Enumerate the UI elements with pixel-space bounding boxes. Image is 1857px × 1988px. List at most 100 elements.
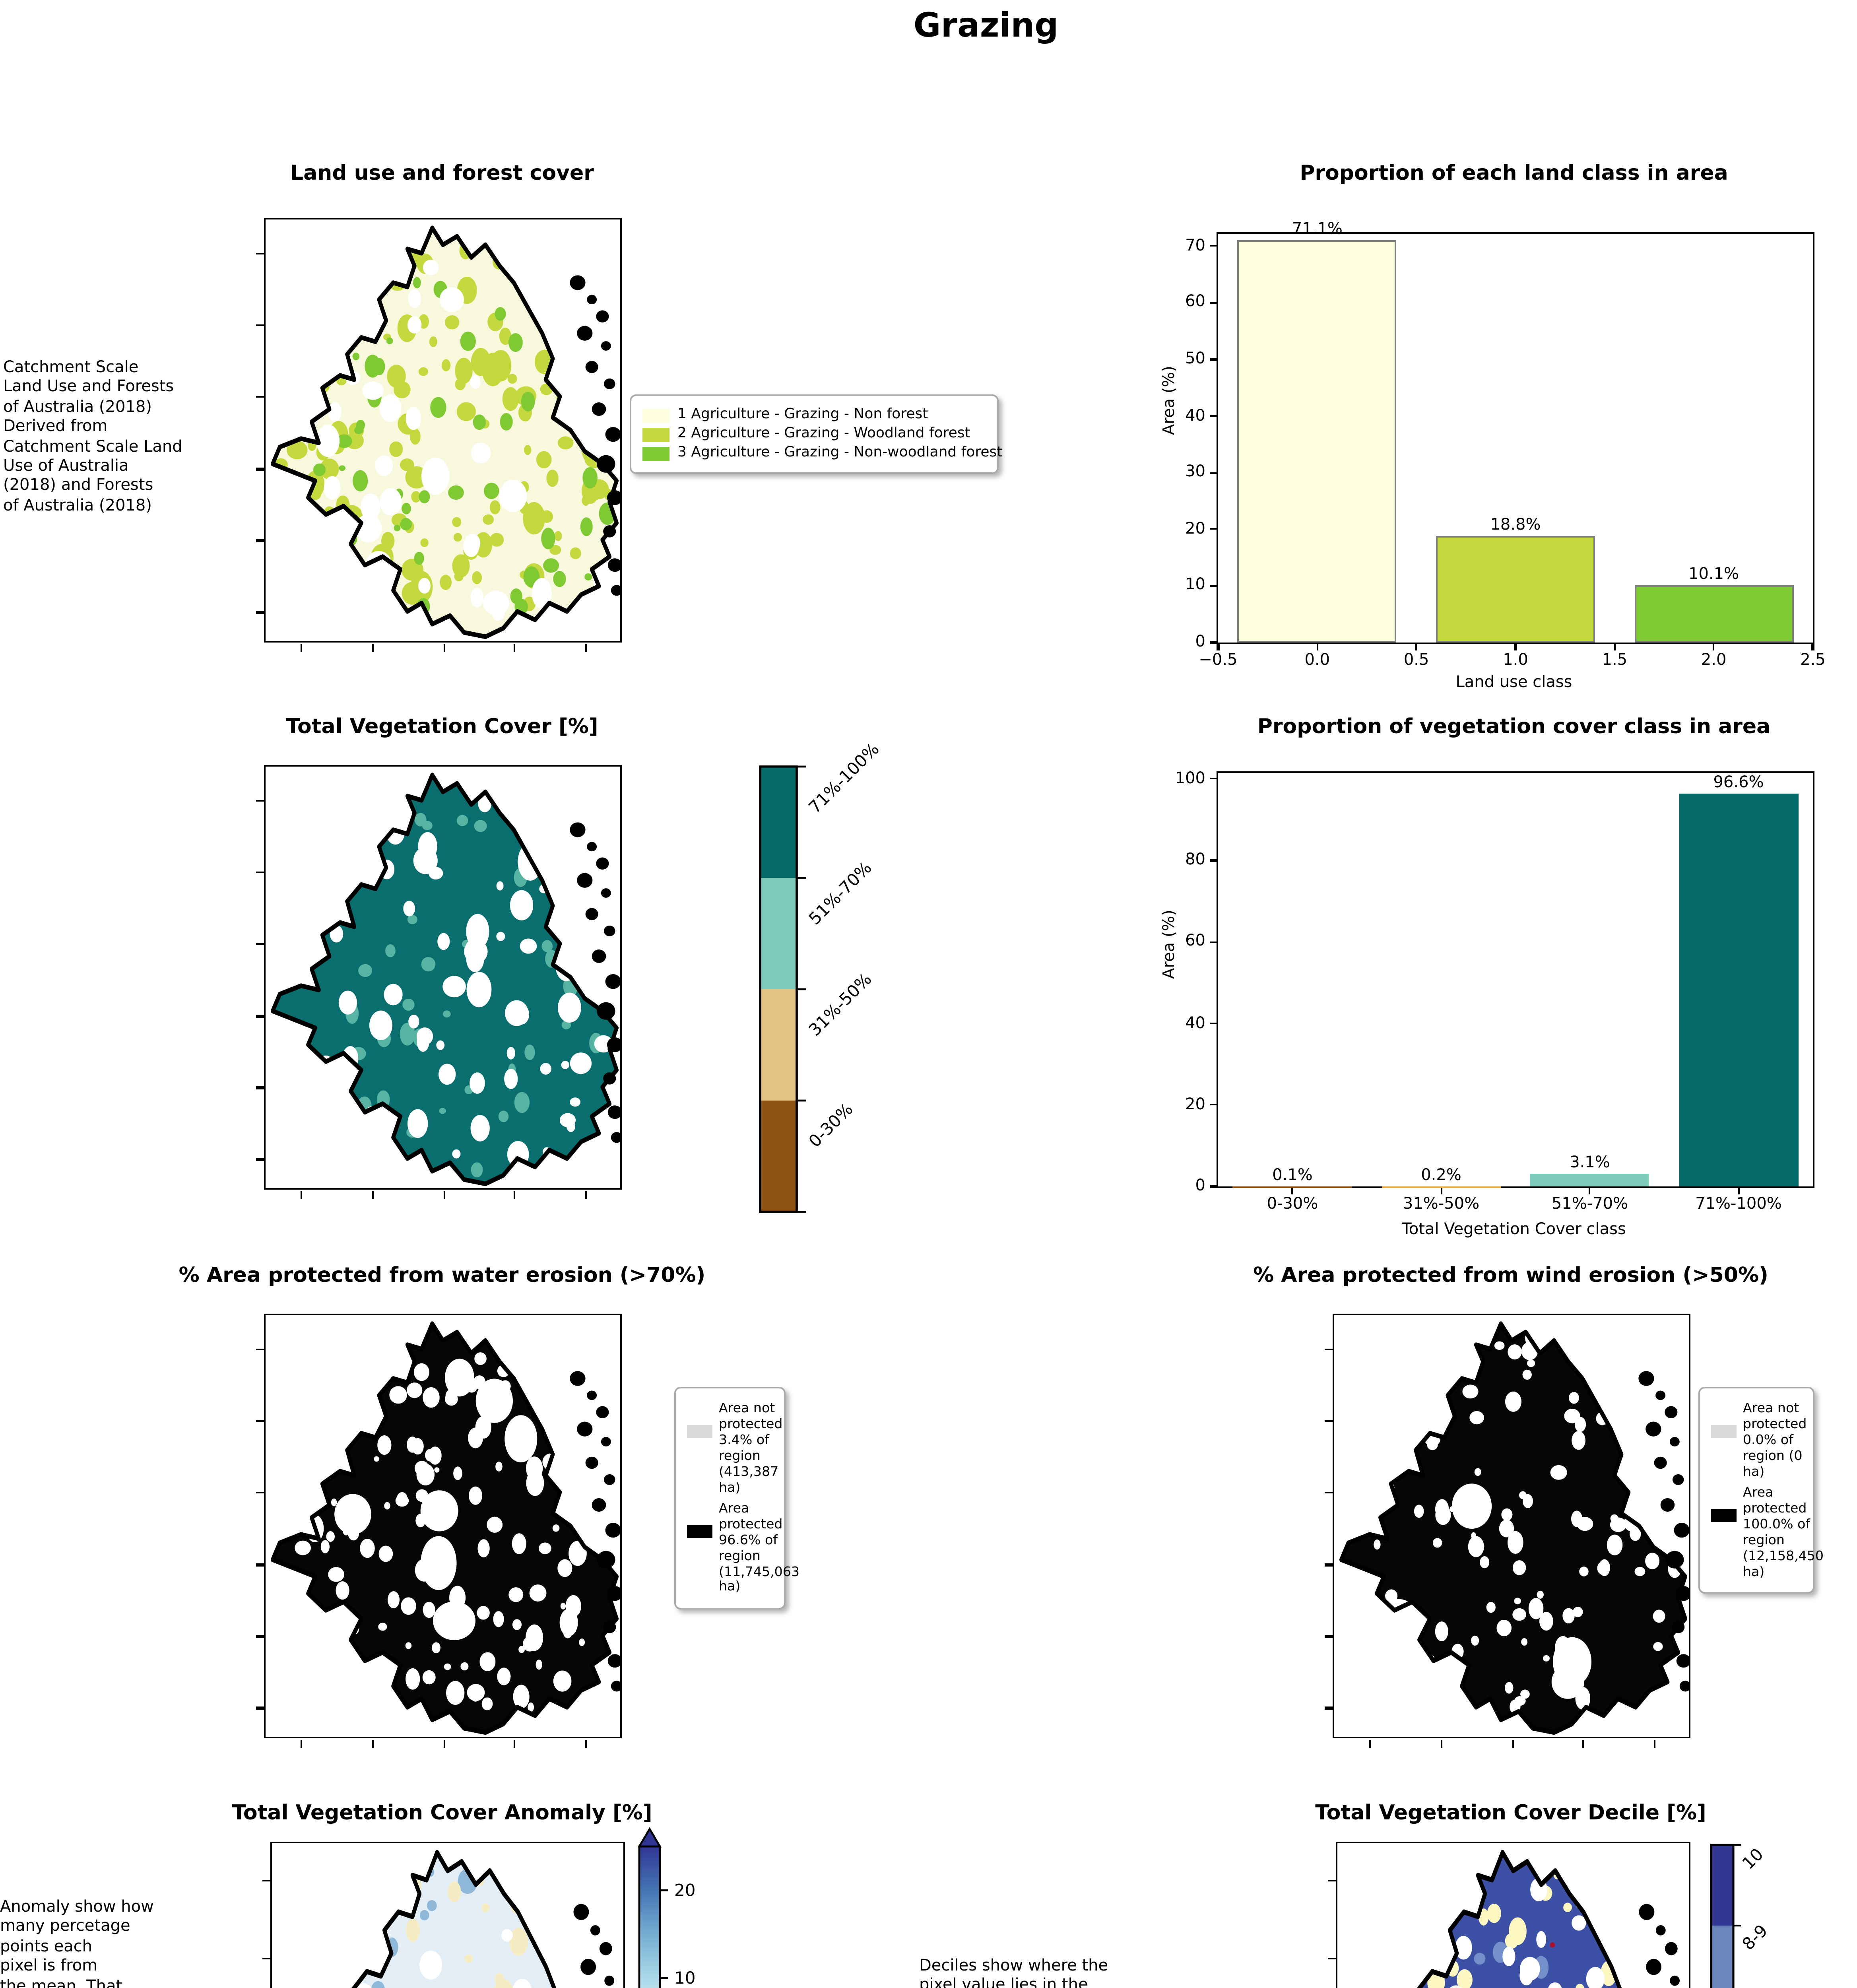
legend-item: 3 Agriculture - Grazing - Non-woodland f… [642, 445, 1002, 461]
legend-swatch [1711, 1509, 1737, 1522]
anomaly-map-raster [279, 1850, 615, 1988]
legend-swatch [687, 1425, 712, 1438]
land-class-chart-ylabel: Area (%) [1161, 366, 1179, 435]
land-use-map-title: Land use and forest cover [290, 162, 594, 186]
y-tick-label: 60 [1185, 294, 1205, 312]
y-tick-label: 60 [1185, 933, 1205, 951]
legend-label: Area protected 96.6% of region (11,745,0… [719, 1499, 799, 1594]
bar-value-label: 0.2% [1421, 1167, 1461, 1184]
decile-map-title: Total Vegetation Cover Decile [%] [1315, 1802, 1706, 1826]
veg-cover-colorbar: 71%-100% 51%-70% 31%-50% 0-30% [757, 739, 948, 1231]
y-tick-label: 10 [1185, 577, 1205, 595]
x-tick-label: 0-30% [1267, 1196, 1318, 1213]
legend-swatch [687, 1524, 712, 1538]
x-tick-label: 31%-50% [1403, 1196, 1480, 1213]
bar-value-label: 10.1% [1688, 566, 1739, 584]
y-tick-label: 40 [1185, 1015, 1205, 1033]
x-tick-label: −0.5 [1199, 652, 1238, 670]
x-tick-label: 0.5 [1403, 652, 1429, 670]
bar [1679, 793, 1798, 1186]
anomaly-colorbar: 20100−10−20 [630, 1826, 741, 1988]
legend-swatch [1711, 1425, 1737, 1438]
colorbar-tick-label: 20 [674, 1880, 695, 1900]
veg-class-bar-chart: 0 20 40 60 80 100 0-30% 31%-50% 51%-70% 71%-100% 0… [1175, 770, 1814, 1213]
legend-item: Area not protected 3.4% of region (413,3… [687, 1400, 783, 1496]
bar-value-label: 3.1% [1570, 1155, 1610, 1173]
veg-cover-map-raster [270, 773, 620, 1186]
anomaly-note: Anomaly show how many percetage points e… [0, 1899, 154, 1988]
legend-label: 2 Agriculture - Grazing - Woodland fores… [677, 426, 970, 442]
x-tick-label: 71%-100% [1695, 1196, 1782, 1213]
land-use-legend: 1 Agriculture - Grazing - Non forest 2 Ag… [630, 394, 1002, 474]
land-use-map [255, 218, 622, 651]
land-class-bar-chart: 0 10 20 30 40 50 60 70 −0.5 0.0 0.5 1.0 1.5 2.0 2.5 71.… [1185, 221, 1826, 670]
y-tick-label: 50 [1185, 351, 1205, 369]
colorbar-label: 10 [1738, 1844, 1767, 1873]
veg-cover-map-title: Total Vegetation Cover [%] [286, 716, 598, 740]
legend-swatch [642, 446, 669, 460]
legend-item: Area protected 96.6% of region (11,745,0… [687, 1499, 799, 1596]
wind-erosion-legend: Area not protected 0.0% of region (0 ha)… [1698, 1387, 1824, 1594]
legend-swatch [642, 427, 669, 441]
veg-class-chart-title: Proportion of vegetation cover class in … [1257, 716, 1771, 740]
wind-erosion-map [1324, 1314, 1690, 1747]
x-tick-label: 0.0 [1304, 652, 1330, 670]
x-tick-label: 1.0 [1503, 652, 1528, 670]
x-tick-label: 1.5 [1602, 652, 1628, 670]
bar [1634, 585, 1793, 643]
y-tick-label: 40 [1185, 407, 1205, 425]
legend-item: Area not protected 0.0% of region (0 ha) [1711, 1400, 1807, 1480]
veg-class-chart-xlabel: Total Vegetation Cover class [1402, 1221, 1626, 1239]
decile-colorbar: 108-94-72-31 [1702, 1826, 1829, 1988]
land-use-map-raster [270, 225, 620, 639]
water-erosion-title: % Area protected from water erosion (>70… [179, 1264, 706, 1288]
y-tick-label: 0 [1195, 1178, 1206, 1195]
bar [1436, 536, 1595, 643]
anomaly-map [262, 1842, 625, 1988]
y-tick-label: 20 [1185, 520, 1205, 538]
wind-erosion-map-raster [1339, 1321, 1689, 1735]
legend-label: 1 Agriculture - Grazing - Non forest [677, 407, 928, 423]
bar-value-label: 71.1% [1292, 221, 1343, 239]
y-tick-label: 70 [1185, 237, 1205, 255]
bar [1238, 240, 1397, 643]
x-tick-label: 2.0 [1701, 652, 1727, 670]
decile-map-raster [1349, 1850, 1680, 1988]
water-erosion-map-raster [270, 1321, 620, 1735]
legend-item: 1 Agriculture - Grazing - Non forest [642, 407, 986, 423]
land-class-chart-title: Proportion of each land class in area [1300, 162, 1728, 186]
legend-item: Area protected 100.0% of region (12,158,… [1711, 1483, 1824, 1580]
wind-erosion-title: % Area protected from wind erosion (>50%… [1253, 1264, 1768, 1288]
colorbar-label: 51%-70% [805, 858, 875, 928]
y-tick-label: 80 [1185, 852, 1205, 870]
bar-value-label: 18.8% [1490, 517, 1541, 535]
x-tick-label: 2.5 [1800, 652, 1826, 670]
x-tick-label: 51%-70% [1551, 1196, 1628, 1213]
y-tick-label: 0 [1195, 634, 1206, 651]
land-class-chart-xlabel: Land use class [1455, 674, 1572, 692]
colorbar-label: 71%-100% [805, 739, 883, 817]
water-erosion-map [255, 1314, 622, 1747]
bar [1530, 1174, 1649, 1186]
veg-class-chart-ylabel: Area (%) [1161, 910, 1179, 979]
bar-value-label: 0.1% [1272, 1167, 1313, 1184]
water-erosion-legend: Area not protected 3.4% of region (413,3… [674, 1387, 799, 1610]
legend-label: Area protected 100.0% of region (12,158,… [1743, 1483, 1824, 1579]
page-title: Grazing [913, 6, 1059, 45]
y-tick-label: 20 [1185, 1096, 1205, 1114]
veg-cover-map [255, 765, 622, 1198]
colorbar-label: 8-9 [1738, 1921, 1771, 1954]
anomaly-map-title: Total Vegetation Cover Anomaly [%] [232, 1802, 652, 1826]
decile-map [1327, 1842, 1690, 1988]
y-tick-label: 100 [1175, 770, 1205, 788]
decile-note: Deciles show where the pixel value lies … [919, 1958, 1108, 1988]
legend-swatch [642, 408, 669, 422]
colorbar-label: 31%-50% [805, 969, 875, 1040]
y-tick-label: 30 [1185, 464, 1205, 481]
land-use-note: Catchment Scale Land Use and Forests of … [3, 359, 182, 515]
colorbar-tick-label: 10 [674, 1968, 695, 1988]
legend-label: Area not protected 0.0% of region (0 ha) [1743, 1400, 1807, 1479]
legend-item: 2 Agriculture - Grazing - Woodland fores… [642, 426, 986, 442]
colorbar-label: 0-30% [805, 1099, 856, 1151]
